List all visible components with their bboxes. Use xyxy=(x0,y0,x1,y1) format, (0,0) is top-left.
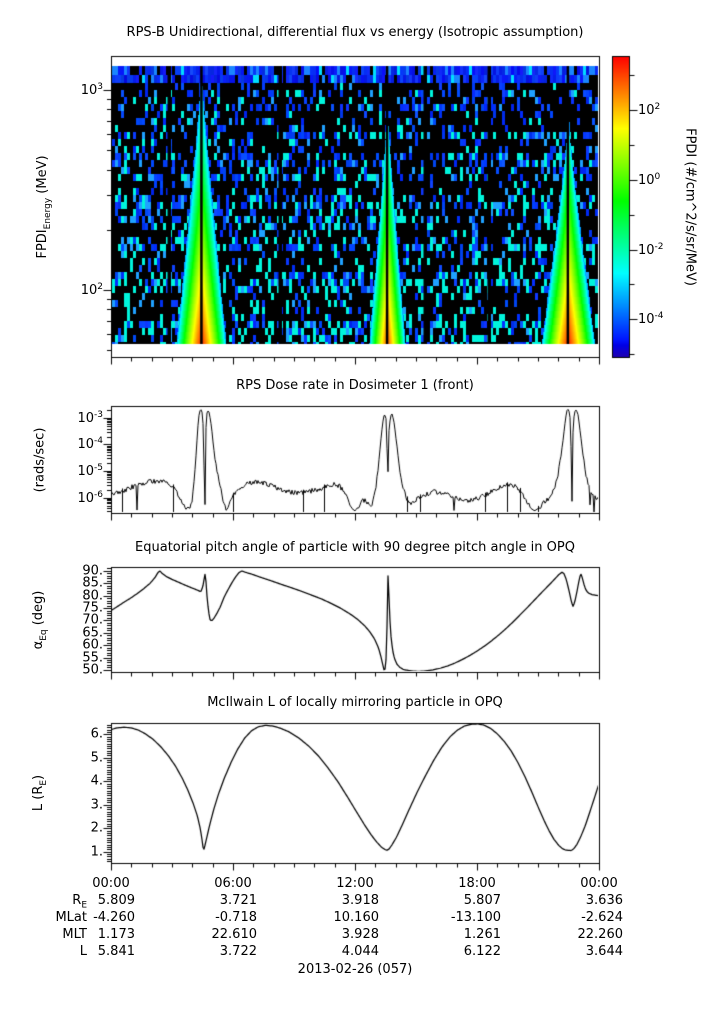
exponent: -6 xyxy=(94,489,103,500)
exponent: -4 xyxy=(94,436,103,447)
row-value: 3.722 xyxy=(219,944,257,959)
row-value: 1.261 xyxy=(463,927,501,942)
row-value: 6.122 xyxy=(463,944,501,959)
y-tick-label: 10-3 xyxy=(77,409,103,427)
time-tick-label: 00:00 xyxy=(580,876,618,891)
exponent: 2 xyxy=(97,281,103,292)
y-tick-label: 4. xyxy=(90,773,103,789)
y-tick-label: 55. xyxy=(82,650,103,666)
colorbar-tick-label: 10-4 xyxy=(638,311,664,328)
row-label: RE xyxy=(72,893,87,911)
pitch-angle-title: Equatorial pitch angle of particle with … xyxy=(135,540,575,555)
row-value: 22.260 xyxy=(577,927,624,942)
time-tick-label: 00:00 xyxy=(92,876,130,891)
y-tick-label: 80. xyxy=(82,588,103,604)
date-label: 2013-02-26 (057) xyxy=(297,962,413,977)
row-value: 3.636 xyxy=(585,893,623,908)
y-tick-label: 2. xyxy=(90,820,103,836)
row-value: 4.044 xyxy=(341,944,379,959)
exponent: 0 xyxy=(654,171,661,182)
subscript: Energy xyxy=(42,197,53,229)
y-tick-label: 10-4 xyxy=(77,436,103,453)
row-value: 10.160 xyxy=(333,910,380,925)
y-tick-label: 3. xyxy=(90,797,103,813)
colorbar-tick-label: 10-2 xyxy=(638,241,664,258)
colorbar-label: FPDI (#/cm^2/s/sr/MeV) xyxy=(682,127,698,286)
y-tick-label: 70. xyxy=(82,612,103,628)
exponent: 2 xyxy=(654,101,661,112)
exponent: -3 xyxy=(94,409,103,420)
spectrogram-title: RPS-B Unidirectional, differential flux … xyxy=(126,25,584,40)
exponent: -5 xyxy=(94,462,103,473)
exponent: 3 xyxy=(97,81,103,92)
time-tick-label: 18:00 xyxy=(458,876,496,891)
row-value: -4.260 xyxy=(93,910,135,925)
row-label: MLat xyxy=(55,910,87,925)
time-tick-label: 12:00 xyxy=(336,876,374,891)
subscript: E xyxy=(81,900,87,911)
y-tick-label: 1. xyxy=(90,844,103,860)
y-tick-label: 75. xyxy=(82,600,103,616)
mcilwain-l-title: McIlwain L of locally mirroring particle… xyxy=(207,695,503,710)
y-tick-label: 10-5 xyxy=(77,462,103,480)
exponent: -2 xyxy=(654,241,664,252)
row-value: 5.807 xyxy=(463,893,501,908)
colorbar-tick-label: 102 xyxy=(638,101,661,119)
y-tick-label: 6. xyxy=(90,726,103,742)
exponent: -4 xyxy=(654,311,664,322)
row-value: 3.644 xyxy=(585,944,623,959)
row-value: 3.918 xyxy=(341,893,379,908)
row-value: 22.610 xyxy=(211,927,258,942)
y-tick-label: 90. xyxy=(82,563,103,579)
dose-rate-title: RPS Dose rate in Dosimeter 1 (front) xyxy=(236,378,474,393)
y-tick-label: 103 xyxy=(80,81,103,99)
y-tick-label: 60. xyxy=(82,637,103,653)
row-value: -0.718 xyxy=(215,910,257,925)
y-tick-label: 5. xyxy=(90,750,103,766)
row-label: L xyxy=(79,944,87,959)
row-label: MLT xyxy=(62,927,87,942)
time-tick-label: 06:00 xyxy=(214,876,252,891)
spectrogram-y-axis-label: FPDIEnergy (MeV) xyxy=(35,154,53,259)
row-value: 5.841 xyxy=(97,944,135,959)
y-tick-label: 50. xyxy=(82,662,103,678)
y-tick-label: 102 xyxy=(80,281,103,299)
y-tick-label: 10-6 xyxy=(77,489,103,506)
row-value: 5.809 xyxy=(97,893,135,908)
y-tick-label: 65. xyxy=(82,625,103,641)
row-value: -2.624 xyxy=(581,910,623,925)
row-value: 1.173 xyxy=(97,927,135,942)
y-tick-label: 85. xyxy=(82,575,103,591)
row-value: 3.928 xyxy=(341,927,379,942)
row-value: -13.100 xyxy=(450,910,501,925)
colorbar-tick-label: 100 xyxy=(638,171,661,188)
row-value: 3.721 xyxy=(219,893,257,908)
